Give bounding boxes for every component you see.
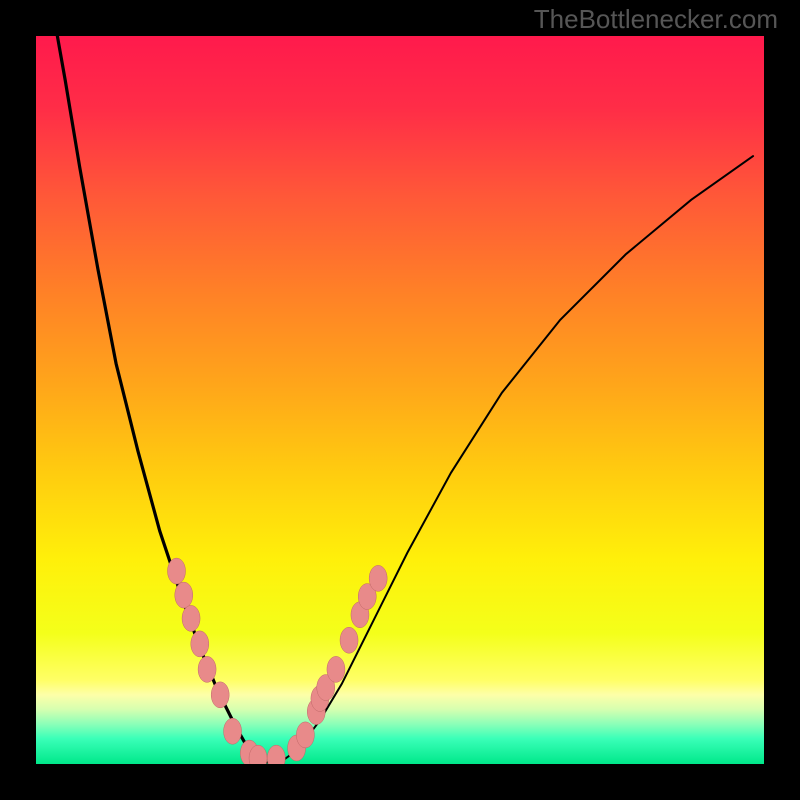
data-marker (369, 565, 387, 591)
data-marker (191, 631, 209, 657)
curve-left-branch (53, 36, 261, 763)
plot-area (36, 36, 764, 764)
data-marker (340, 627, 358, 653)
data-marker (211, 682, 229, 708)
data-marker (198, 656, 216, 682)
data-marker (175, 582, 193, 608)
data-marker (182, 605, 200, 631)
data-marker (168, 558, 186, 584)
curve-layer (36, 36, 764, 764)
data-marker (296, 722, 314, 748)
chart-frame: TheBottlenecker.com (0, 0, 800, 800)
data-marker (224, 718, 242, 744)
watermark-text: TheBottlenecker.com (534, 4, 778, 35)
data-marker (267, 745, 285, 764)
data-marker (327, 656, 345, 682)
